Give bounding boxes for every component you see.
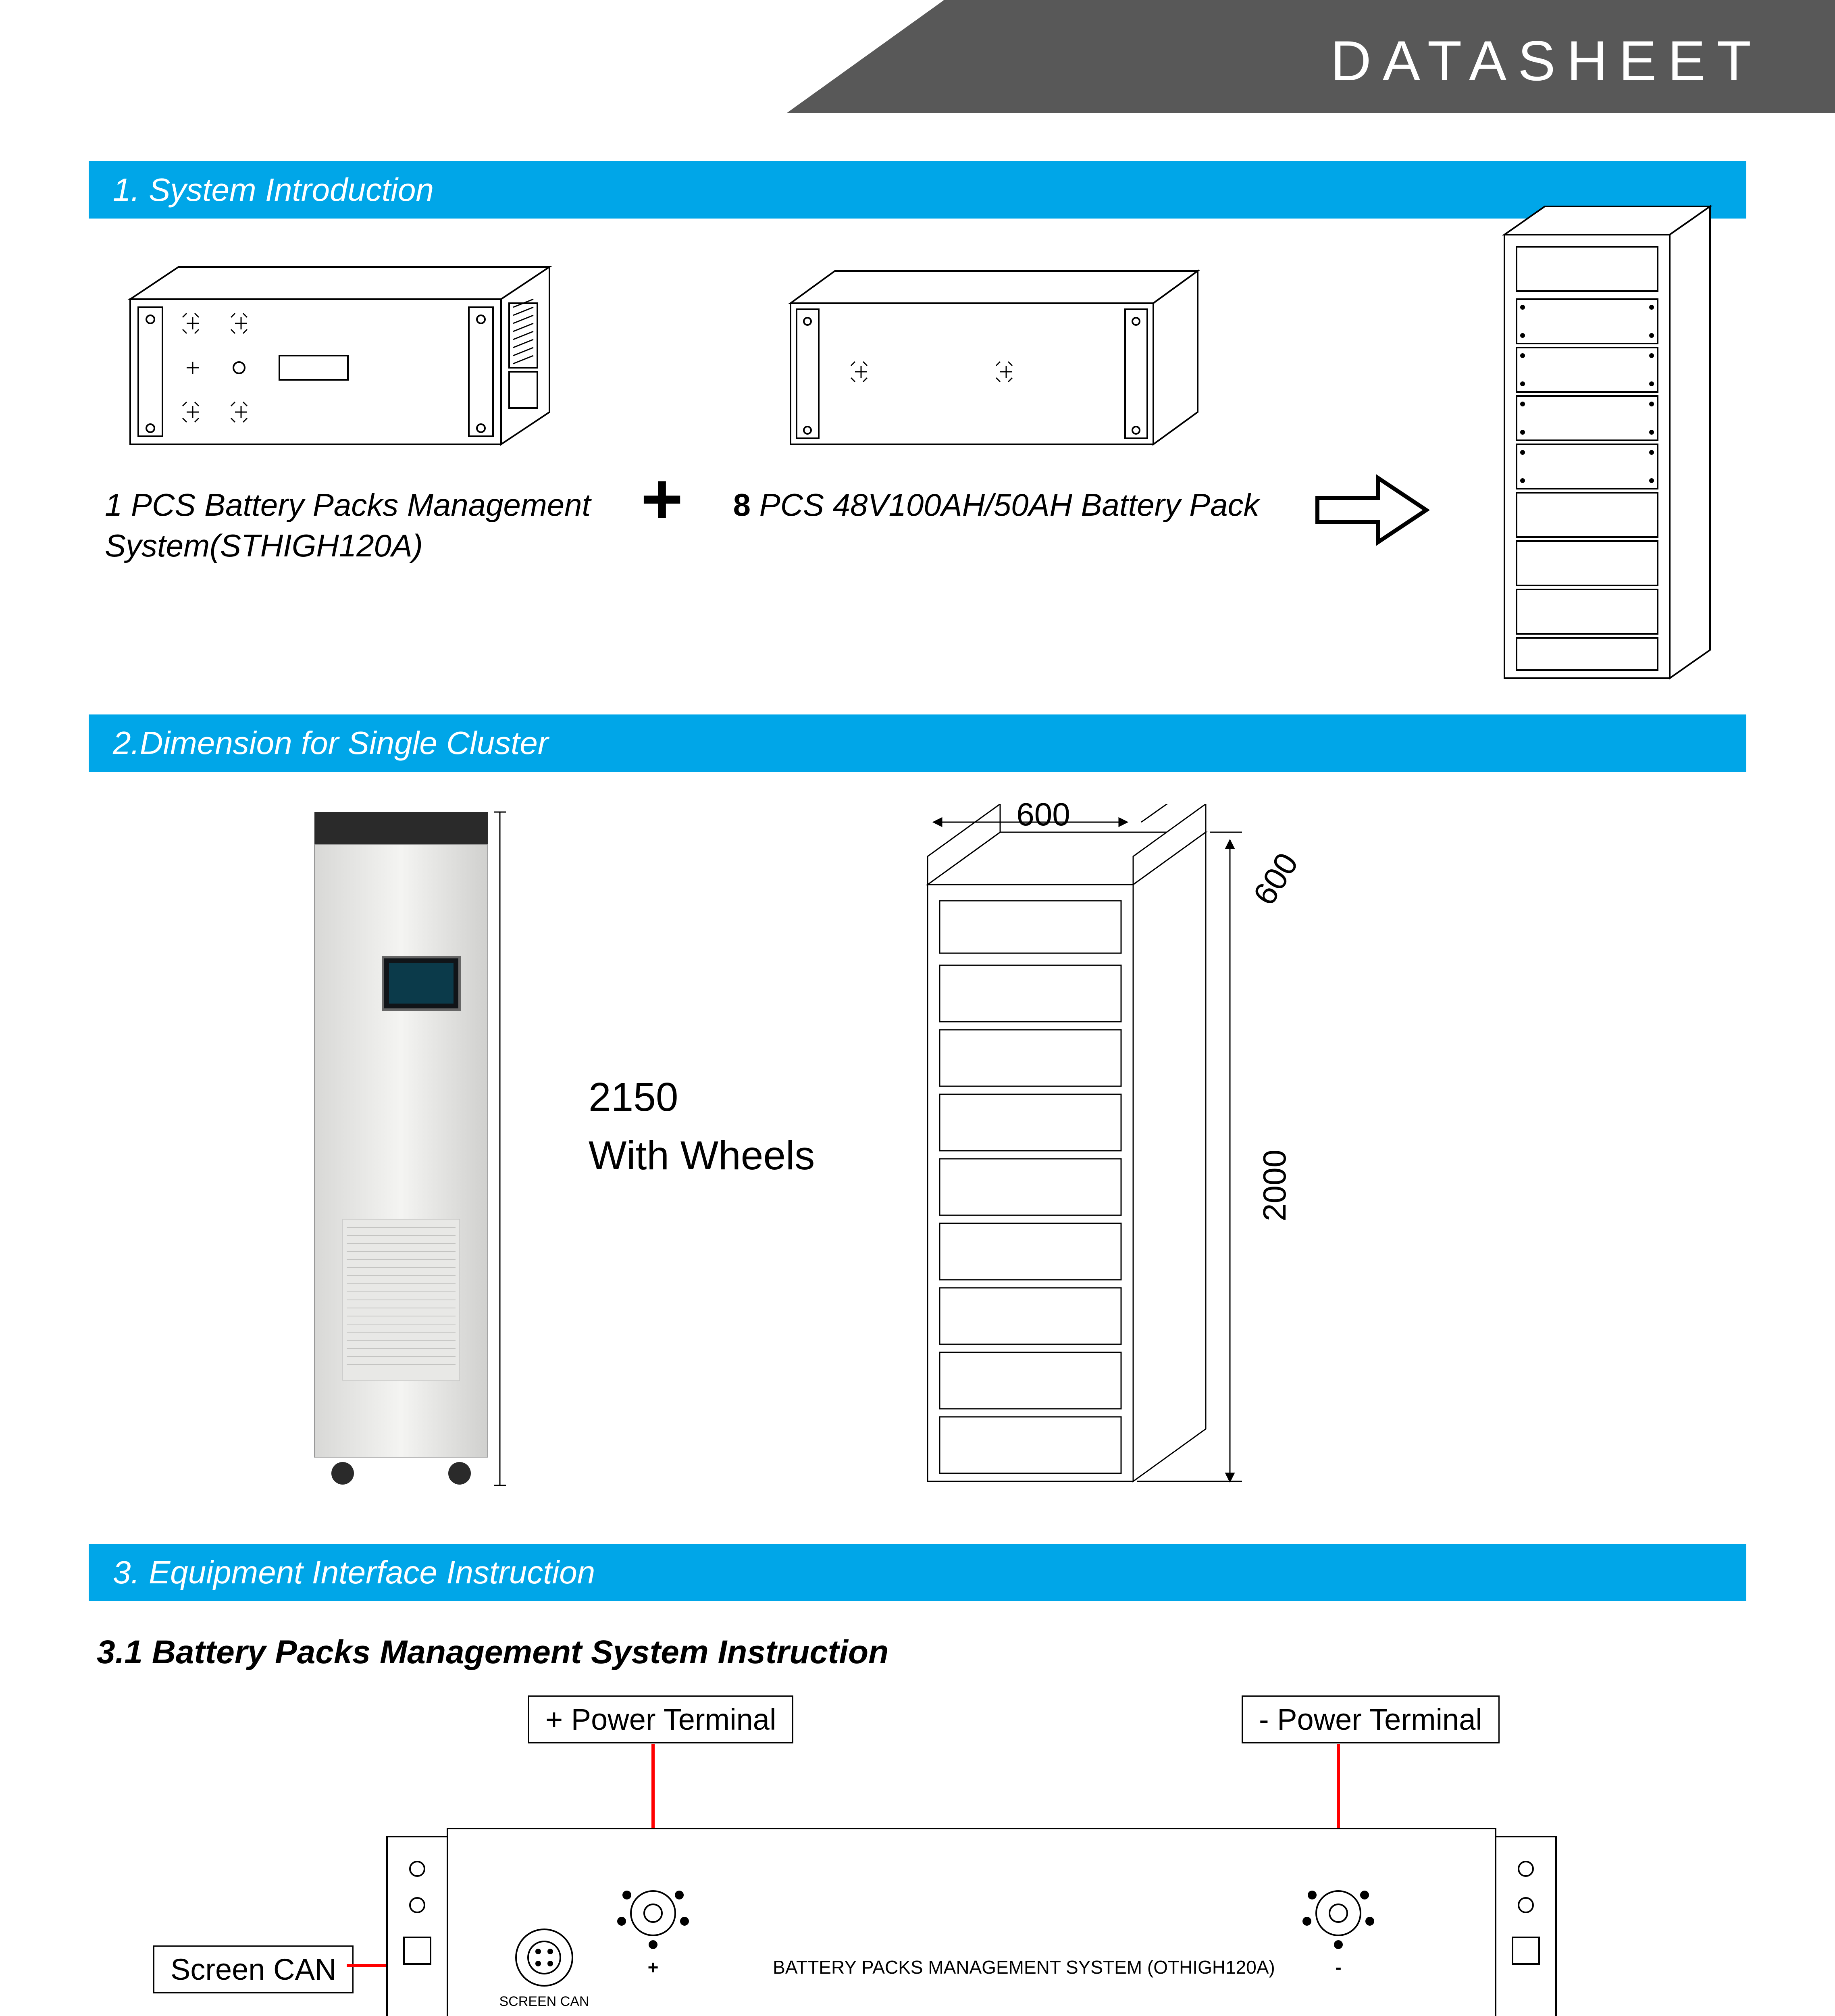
panel-screen-can-label: SCREEN CAN bbox=[499, 1994, 589, 2009]
intro-row: 1 PCS Battery Packs Management System(ST… bbox=[105, 251, 1730, 698]
pack-caption-text: PCS 48V100AH/50AH Battery Pack bbox=[759, 487, 1259, 523]
bms-unit-drawing bbox=[106, 251, 590, 460]
header-banner: DATASHEET bbox=[0, 0, 1835, 129]
battery-pack-col: 8 PCS 48V100AH/50AH Battery Pack bbox=[733, 251, 1259, 525]
cabinet-height-note: With Wheels bbox=[589, 1133, 815, 1179]
interface-diagram: + Power Terminal - Power Terminal Screen… bbox=[105, 1695, 1730, 2016]
section-2-content: 2150 With Wheels bbox=[105, 804, 1730, 1512]
dim-height-label: 2000 bbox=[1256, 1150, 1293, 1221]
bms-caption-line2: System(STHIGH120A) bbox=[105, 528, 423, 563]
section-2-bar: 2.Dimension for Single Cluster bbox=[89, 714, 1746, 772]
bms-caption-line1: 1 PCS Battery Packs Management bbox=[105, 487, 591, 523]
panel-title-label: BATTERY PACKS MANAGEMENT SYSTEM (OTHIGH1… bbox=[773, 1957, 1275, 1978]
rack-dimension-drawing bbox=[895, 804, 1258, 1510]
pack-caption-bold: 8 bbox=[733, 487, 751, 523]
page: DATASHEET 1. System Introduction bbox=[0, 0, 1835, 2016]
dim-row: 2150 With Wheels bbox=[298, 804, 1730, 1512]
cabinet-photo bbox=[298, 804, 508, 1491]
section-3-bar: 3. Equipment Interface Instruction bbox=[89, 1544, 1746, 1601]
section-1-content: 1 PCS Battery Packs Management System(ST… bbox=[105, 251, 1730, 698]
cabinet-height-labels: 2150 With Wheels bbox=[589, 804, 815, 1449]
cabinet-height-value: 2150 bbox=[589, 1074, 815, 1120]
header-title: DATASHEET bbox=[1331, 28, 1762, 94]
bms-unit-col: 1 PCS Battery Packs Management System(ST… bbox=[105, 251, 591, 566]
dim-width-label: 600 bbox=[1016, 796, 1070, 833]
rack-drawing bbox=[1480, 194, 1730, 698]
rack-dimension-drawing-wrap: 600 600 2000 bbox=[895, 804, 1258, 1512]
pack-caption: 8 PCS 48V100AH/50AH Battery Pack bbox=[733, 485, 1259, 525]
rack-col bbox=[1480, 194, 1730, 698]
panel-minus-top: - bbox=[1335, 1957, 1341, 1978]
arrow-icon bbox=[1309, 470, 1430, 552]
battery-pack-drawing bbox=[774, 251, 1218, 460]
section-3-subheading: 3.1 Battery Packs Management System Inst… bbox=[97, 1633, 1738, 1671]
panel-plus-top: + bbox=[648, 1957, 659, 1978]
bms-caption: 1 PCS Battery Packs Management System(ST… bbox=[105, 485, 591, 566]
bms-panel-svg: 高压危险 WARNING + - + - SCREEN CAN INVERTER… bbox=[105, 1695, 1717, 2016]
plus-symbol: + bbox=[641, 457, 683, 541]
